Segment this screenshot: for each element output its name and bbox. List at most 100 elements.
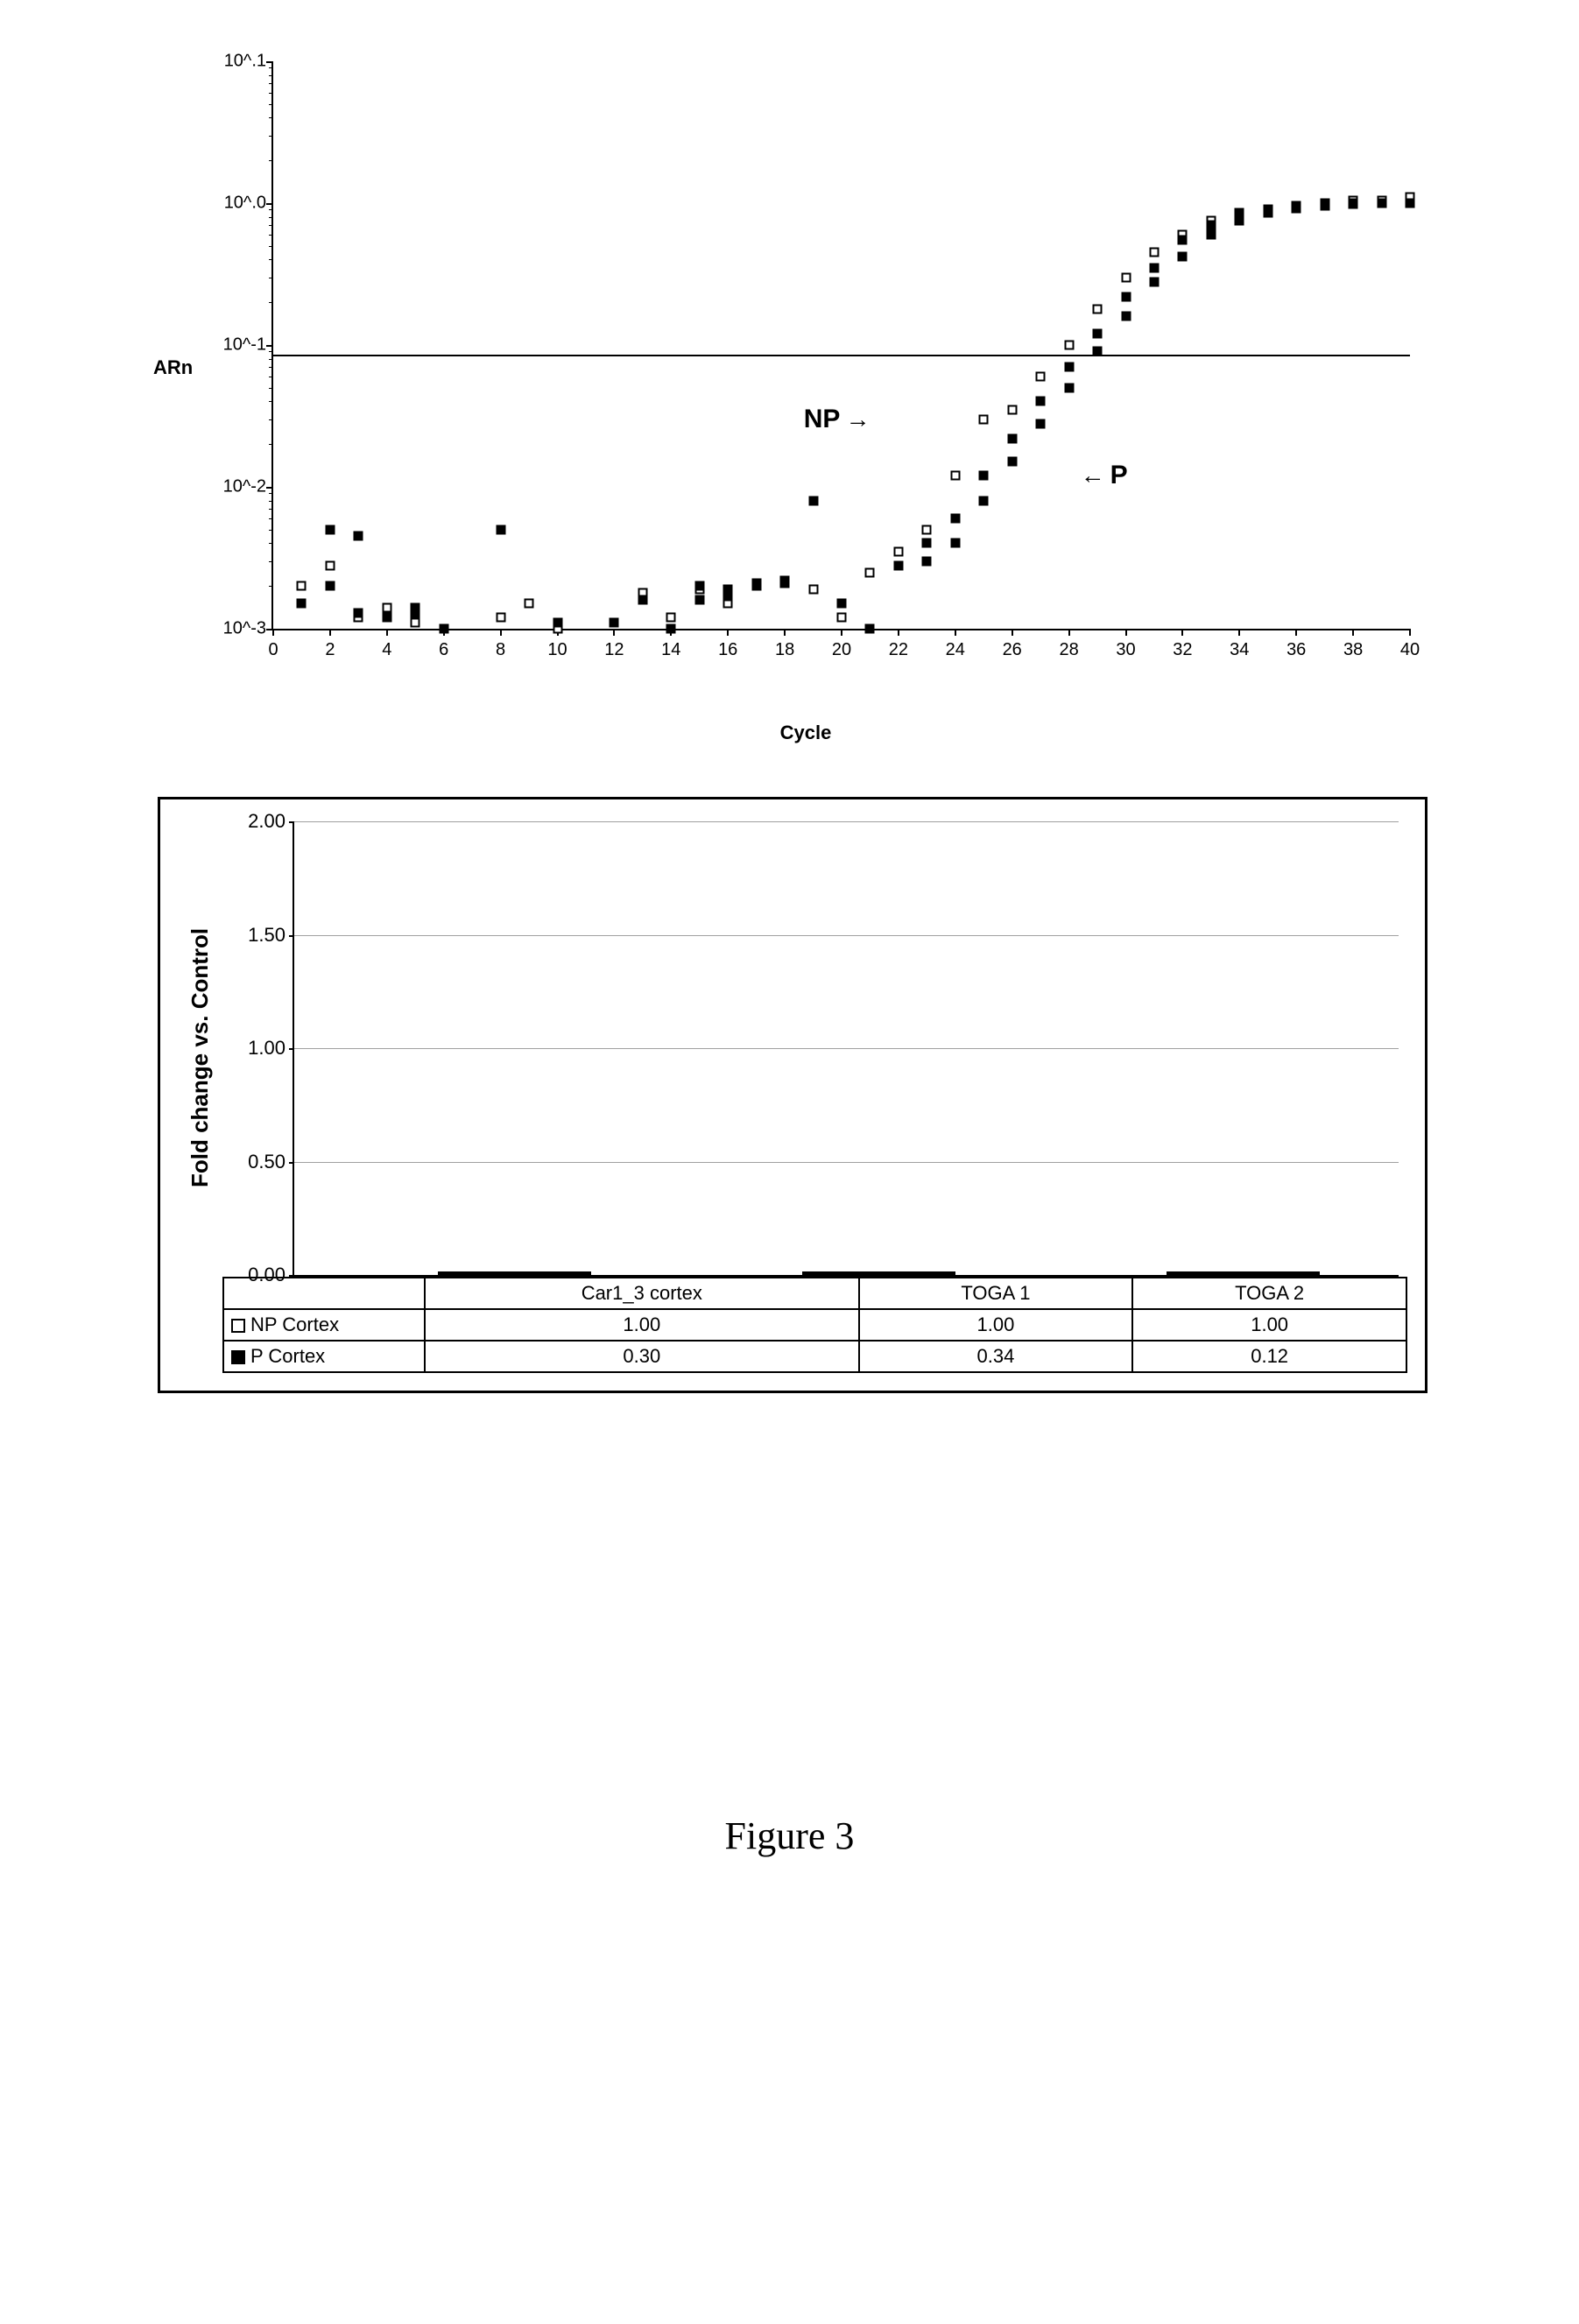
np-bar [1167, 1271, 1263, 1275]
data-point [1064, 383, 1074, 392]
table-category-header: TOGA 1 [859, 1278, 1133, 1309]
data-point [325, 525, 335, 534]
data-point [1093, 304, 1103, 313]
table-cell: 1.00 [425, 1309, 859, 1341]
amp-xtick-label: 6 [439, 640, 448, 660]
data-point [979, 496, 989, 505]
legend-swatch-icon [231, 1319, 245, 1333]
amp-xtick-label: 10 [547, 640, 567, 660]
legend-swatch-icon [231, 1350, 245, 1364]
amp-xtick-label: 28 [1059, 640, 1078, 660]
amplification-plot: ARn 10^-310^-210^-110^.010^.102468101214… [193, 53, 1419, 683]
figure-caption: Figure 3 [105, 1813, 1474, 1858]
bar-chart-panel: Fold change vs. Control 0.000.501.001.50… [158, 797, 1427, 1393]
data-point [496, 613, 505, 623]
bar-y-axis-label: Fold change vs. Control [178, 856, 222, 1259]
data-point [1121, 311, 1131, 320]
data-point [922, 556, 932, 566]
amp-xtick-label: 20 [832, 640, 851, 660]
data-point [979, 414, 989, 424]
data-point [837, 613, 847, 623]
data-point [950, 471, 960, 481]
data-point [354, 532, 363, 541]
data-point [865, 624, 875, 634]
data-point [893, 546, 903, 556]
amp-xtick-label: 14 [661, 640, 680, 660]
data-point [1263, 208, 1272, 218]
data-point [1064, 363, 1074, 372]
bar-plot-area: 0.000.501.001.502.00 [293, 821, 1399, 1277]
data-point [1007, 405, 1017, 414]
amp-xtick-label: 12 [604, 640, 624, 660]
data-point [808, 496, 818, 505]
data-point [1206, 229, 1216, 239]
table-category-header: Car1_3 cortex [425, 1278, 859, 1309]
bar-ytick-label: 1.00 [248, 1037, 294, 1060]
data-point [837, 599, 847, 609]
data-point [922, 539, 932, 548]
data-point [666, 624, 676, 634]
data-point [354, 608, 363, 617]
amp-y-axis-label: ARn [153, 356, 193, 379]
table-cell: 0.30 [425, 1341, 859, 1372]
data-point [1036, 371, 1046, 381]
data-point [1406, 199, 1415, 208]
table-row: NP Cortex1.001.001.00 [223, 1309, 1406, 1341]
data-point [666, 613, 676, 623]
data-point [1349, 200, 1358, 209]
data-point [1149, 277, 1159, 286]
data-point [411, 603, 420, 613]
amp-xtick-label: 0 [268, 640, 278, 660]
bar-ytick-label: 1.50 [248, 924, 294, 947]
amp-xtick-label: 2 [325, 640, 335, 660]
p-bar [534, 1271, 591, 1275]
data-point [496, 525, 505, 534]
amp-xtick-label: 4 [382, 640, 391, 660]
data-point [1377, 199, 1386, 208]
data-point [950, 513, 960, 523]
data-point [694, 595, 704, 604]
data-point [808, 584, 818, 594]
np-bar [802, 1271, 899, 1275]
data-point [1121, 292, 1131, 301]
data-point [297, 581, 307, 591]
data-point [525, 599, 534, 609]
amp-xtick-label: 16 [718, 640, 737, 660]
data-point [638, 595, 647, 604]
bar-group [802, 1271, 955, 1275]
data-point [780, 575, 790, 585]
amp-x-axis-label: Cycle [780, 722, 832, 744]
amp-axes: 10^-310^-210^-110^.010^.1024681012141618… [271, 61, 1410, 630]
series-annotation: NP→ [804, 405, 871, 434]
bar-group [438, 1271, 591, 1275]
amp-xtick-label: 30 [1116, 640, 1135, 660]
table-category-header: TOGA 2 [1132, 1278, 1406, 1309]
amp-xtick-label: 38 [1343, 640, 1363, 660]
p-bar [899, 1271, 955, 1275]
data-point [610, 618, 619, 628]
amp-xtick-label: 8 [496, 640, 505, 660]
data-point [1121, 272, 1131, 282]
amp-xtick-label: 26 [1003, 640, 1022, 660]
data-point [411, 618, 420, 628]
threshold-line [273, 355, 1410, 356]
data-point [694, 581, 704, 591]
np-bar [438, 1271, 534, 1275]
data-point [1149, 248, 1159, 257]
data-point [1036, 397, 1046, 406]
data-point [922, 525, 932, 534]
amp-xtick-label: 34 [1230, 640, 1249, 660]
data-point [439, 624, 448, 634]
table-row: P Cortex0.300.340.12 [223, 1341, 1406, 1372]
data-point [1178, 236, 1188, 245]
amp-xtick-label: 22 [889, 640, 908, 660]
data-point [950, 539, 960, 548]
data-point [1093, 347, 1103, 356]
series-annotation: ←P [1081, 461, 1128, 490]
data-point [893, 560, 903, 570]
bar-group [1167, 1271, 1320, 1275]
data-point [1007, 457, 1017, 467]
data-point [979, 471, 989, 481]
bar-ytick-label: 0.50 [248, 1151, 294, 1173]
data-point [1178, 252, 1188, 262]
